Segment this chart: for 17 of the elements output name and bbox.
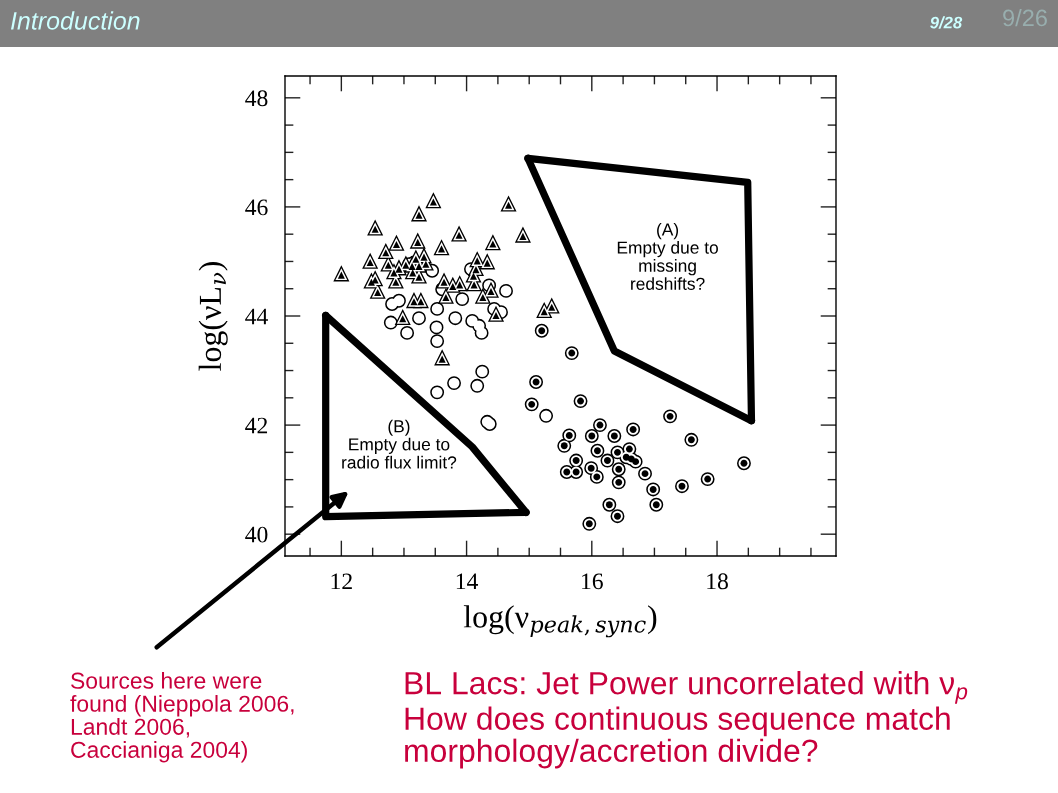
text: 9/28 (930, 16, 963, 29)
annotation: (A) Empty due to missing redshifts? (617, 222, 718, 290)
x-tick-label: 16 (582, 573, 603, 590)
text: Introduction (10, 11, 140, 30)
x-tick-label: 18 (707, 573, 728, 590)
x-axis-title: log(ν$_{peak,sync}$) (463, 605, 657, 638)
y-axis-title: log(νL$_{ν}$) (198, 262, 228, 371)
y-tick-label: 44 (245, 308, 268, 325)
y-tick-label: 42 (245, 417, 268, 434)
annotation: (B) Empty due to radio flux limit? (342, 419, 457, 469)
x-tick-label: 14 (456, 573, 479, 590)
y-tick-label: 48 (245, 90, 268, 107)
source-note: Sources here were found (Nieppola 2006, Landt 2006, Caccianiga 2004) (70, 672, 294, 763)
y-tick-label: 40 (245, 526, 268, 543)
x-tick-label: 12 (331, 573, 352, 590)
text: BL Lacs: Jet Power uncorrelated with ν$_{p}$ How does continuous sequence match morphology/accretion divide? (405, 671, 968, 769)
y-tick-label: 46 (245, 199, 268, 216)
